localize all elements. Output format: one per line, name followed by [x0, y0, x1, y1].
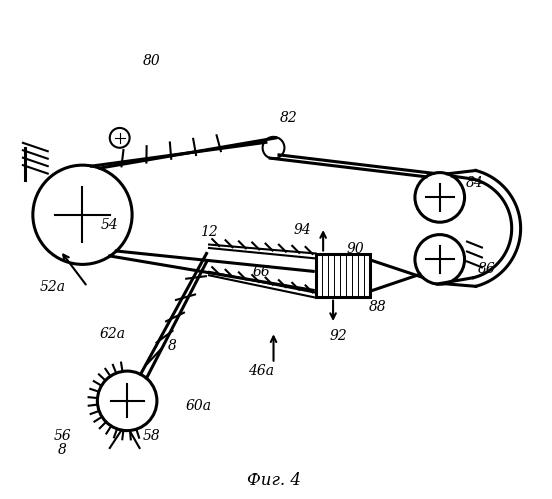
Text: 12: 12	[200, 225, 218, 239]
Text: 46а: 46а	[248, 364, 274, 378]
Text: 58: 58	[143, 429, 161, 443]
Text: 90: 90	[347, 243, 364, 256]
Bar	[316, 254, 370, 296]
Text: 56: 56	[54, 429, 72, 443]
Text: 62а: 62а	[99, 327, 125, 341]
Text: 84: 84	[466, 176, 484, 190]
Text: 86: 86	[478, 262, 496, 276]
Text: 8: 8	[58, 444, 67, 458]
Text: 80: 80	[143, 54, 161, 68]
Text: 52a: 52a	[40, 280, 66, 294]
Text: 60а: 60а	[186, 399, 212, 413]
Text: 88: 88	[369, 299, 386, 313]
Text: 82: 82	[279, 111, 298, 125]
Text: 92: 92	[329, 329, 347, 343]
Text: 54: 54	[101, 218, 119, 232]
Text: 94: 94	[294, 223, 311, 237]
Text: Фиг. 4: Фиг. 4	[247, 472, 300, 489]
Text: 8: 8	[167, 339, 176, 353]
Text: 66: 66	[252, 265, 270, 279]
